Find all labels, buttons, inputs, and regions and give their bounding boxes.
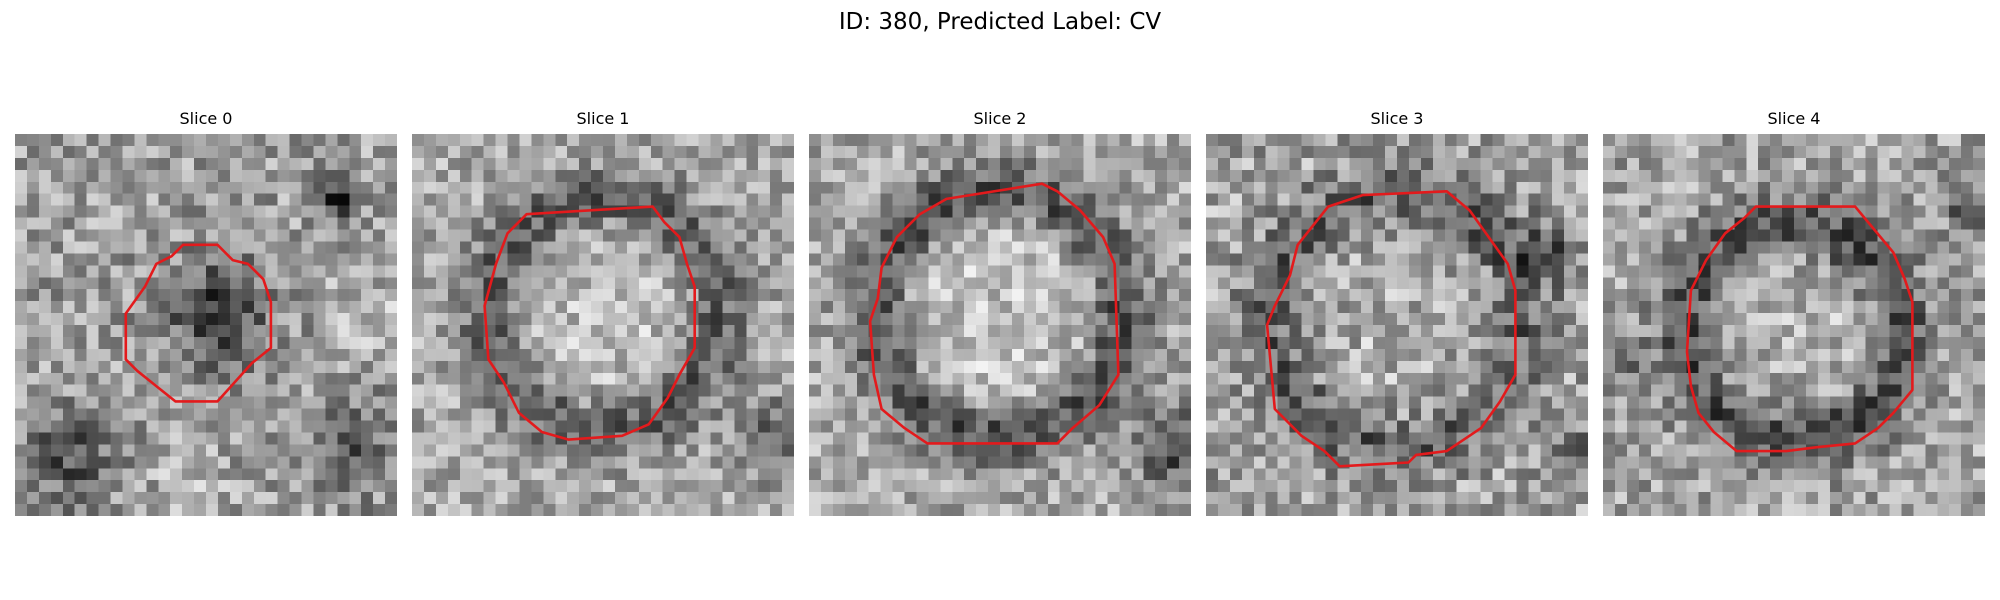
slice-panel: Slice 3 xyxy=(1206,108,1588,516)
slice-image xyxy=(15,134,397,516)
slice-image-canvas xyxy=(1206,134,1588,516)
slice-image xyxy=(1206,134,1588,516)
slice-image-canvas xyxy=(1603,134,1985,516)
slice-panel: Slice 0 xyxy=(15,108,397,516)
slice-title: Slice 0 xyxy=(15,108,397,130)
slice-title: Slice 3 xyxy=(1206,108,1588,130)
slice-title: Slice 1 xyxy=(412,108,794,130)
slice-image xyxy=(1603,134,1985,516)
slice-panel: Slice 2 xyxy=(809,108,1191,516)
figure-title: ID: 380, Predicted Label: CV xyxy=(0,6,2000,38)
slice-panel: Slice 4 xyxy=(1603,108,1985,516)
slice-panel: Slice 1 xyxy=(412,108,794,516)
slice-image xyxy=(809,134,1191,516)
slice-title: Slice 4 xyxy=(1603,108,1985,130)
slice-title: Slice 2 xyxy=(809,108,1191,130)
slice-image-canvas xyxy=(15,134,397,516)
slice-image-canvas xyxy=(809,134,1191,516)
slice-image-canvas xyxy=(412,134,794,516)
slice-image xyxy=(412,134,794,516)
